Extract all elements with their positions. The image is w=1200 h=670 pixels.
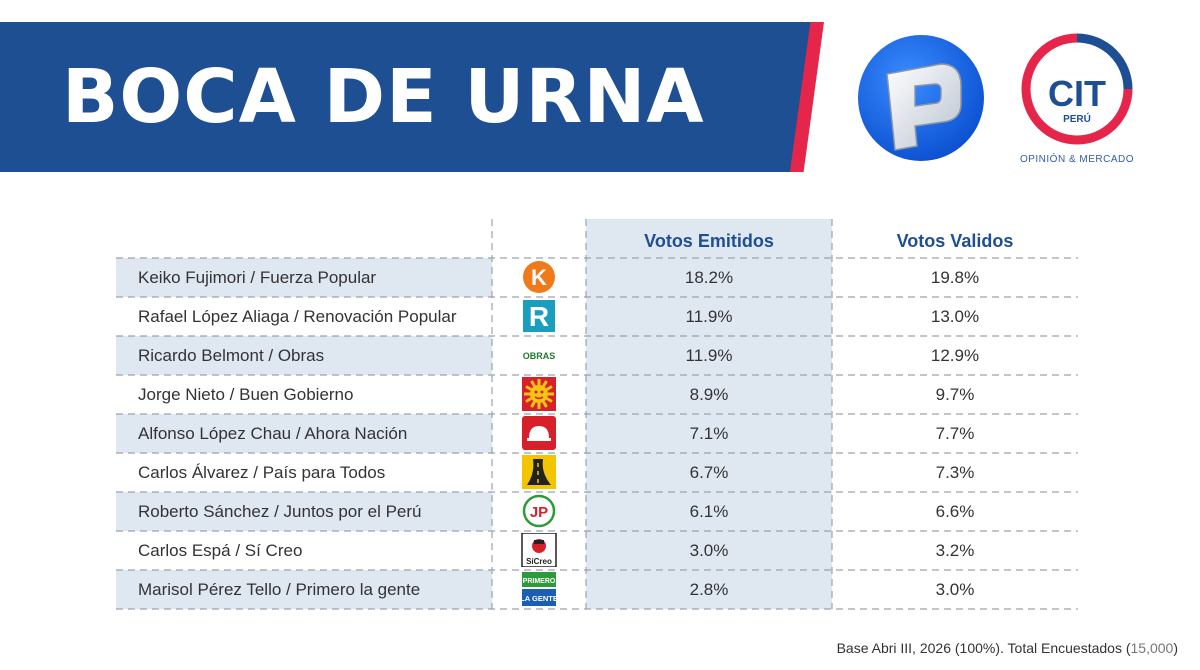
row-label: Marisol Pérez Tello / Primero la gente <box>138 580 421 599</box>
row-label: Roberto Sánchez / Juntos por el Perú <box>138 502 422 521</box>
votos-emitidos-value: 6.7% <box>689 463 729 482</box>
votos-emitidos-value: 3.0% <box>689 541 729 560</box>
svg-text:LA GENTE: LA GENTE <box>521 594 557 603</box>
svg-text:R: R <box>529 301 549 332</box>
renovacion-popular-logo: R <box>521 299 557 333</box>
title-banner <box>0 22 820 172</box>
juntos-por-el-peru-logo: JP <box>521 494 557 528</box>
votos-emitidos-value: 7.1% <box>689 424 729 443</box>
page-title: BOCA DE URNA <box>62 54 705 140</box>
svg-text:PRIMERO: PRIMERO <box>523 578 556 585</box>
votos-validos-value: 7.3% <box>935 463 975 482</box>
panamericana-p-logo <box>858 35 984 161</box>
votos-emitidos-value: 2.8% <box>689 580 729 599</box>
footnote-count: 15,000 <box>1130 640 1174 656</box>
footnote-close: ) <box>1173 640 1178 656</box>
svg-text:OBRAS: OBRAS <box>523 351 556 361</box>
footnote: Base Abri III, 2026 (100%). Total Encues… <box>837 640 1178 656</box>
row-label: Ricardo Belmont / Obras <box>138 346 325 365</box>
obras-logo: OBRAS <box>521 338 557 372</box>
votos-emitidos-value: 8.9% <box>689 385 729 404</box>
row-label: Alfonso López Chau / Ahora Nación <box>138 424 408 443</box>
svg-text:SíCreo: SíCreo <box>526 557 552 566</box>
cit-logo-country: PERÚ <box>1063 112 1091 125</box>
votos-emitidos-value: 11.9% <box>685 307 733 326</box>
row-label: Carlos Álvarez / País para Todos <box>138 463 386 482</box>
row-label: Jorge Nieto / Buen Gobierno <box>138 385 354 404</box>
column-header-votos-emitidos: Votos Emitidos <box>644 231 774 251</box>
row-label: Carlos Espá / Sí Creo <box>138 541 303 560</box>
row-label-shade <box>116 492 492 531</box>
votos-emitidos-value: 6.1% <box>689 502 729 521</box>
row-label-shade <box>116 570 492 609</box>
votos-validos-value: 19.8% <box>930 268 980 287</box>
pais-para-todos-logo <box>521 455 557 489</box>
votos-validos-value: 7.7% <box>935 424 975 443</box>
svg-text:JP: JP <box>530 504 548 521</box>
row-label-shade <box>116 414 492 453</box>
row-label-shade <box>116 258 492 297</box>
row-label: Keiko Fujimori / Fuerza Popular <box>138 268 377 287</box>
votos-validos-value: 12.9% <box>930 346 980 365</box>
votos-validos-value: 6.6% <box>935 502 975 521</box>
cit-logo-name: CIT <box>1048 73 1106 114</box>
column-header-votos-validos: Votos Validos <box>896 231 1014 251</box>
footnote-text: Base Abri III, 2026 (100%). Total Encues… <box>836 640 1131 656</box>
votos-emitidos-value: 11.9% <box>685 346 733 365</box>
votos-validos-value: 3.0% <box>935 580 975 599</box>
buen-gobierno-logo <box>521 377 557 411</box>
si-creo-logo: SíCreo <box>521 532 557 568</box>
votos-validos-value: 9.7% <box>935 385 975 404</box>
votos-emitidos-value: 18.2% <box>684 268 734 287</box>
cit-peru-logo: CIT PERÚ <box>1021 33 1133 145</box>
row-label: Rafael López Aliaga / Renovación Popular <box>138 307 457 326</box>
primero-la-gente-logo: PRIMERO LA GENTE <box>520 572 558 606</box>
votos-validos-value: 3.2% <box>935 541 975 560</box>
ahora-nacion-logo <box>521 416 557 450</box>
votos-validos-value: 13.0% <box>930 307 980 326</box>
fuerza-popular-logo: K <box>521 260 557 294</box>
svg-text:K: K <box>531 265 547 290</box>
pollster-tagline: OPINIÓN & MERCADO <box>1019 154 1135 165</box>
row-label-shade <box>116 336 492 375</box>
